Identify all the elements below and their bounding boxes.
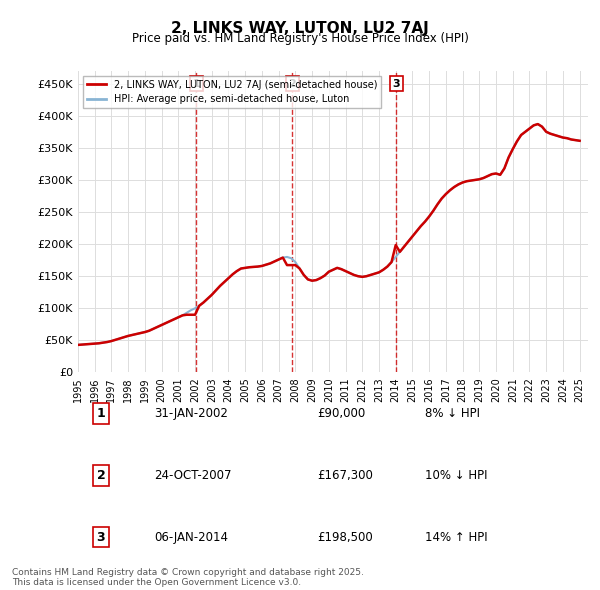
Text: 2, LINKS WAY, LUTON, LU2 7AJ: 2, LINKS WAY, LUTON, LU2 7AJ	[171, 21, 429, 35]
Text: 3: 3	[392, 78, 400, 88]
Text: 1: 1	[193, 78, 200, 88]
Text: £198,500: £198,500	[318, 530, 373, 543]
Text: £90,000: £90,000	[318, 407, 366, 420]
Text: Contains HM Land Registry data © Crown copyright and database right 2025.
This d: Contains HM Land Registry data © Crown c…	[12, 568, 364, 587]
Text: 24-OCT-2007: 24-OCT-2007	[155, 469, 232, 482]
Text: 8% ↓ HPI: 8% ↓ HPI	[425, 407, 480, 420]
Text: 2: 2	[289, 78, 296, 88]
Text: 1: 1	[97, 407, 106, 420]
Text: 2: 2	[97, 469, 106, 482]
Text: 10% ↓ HPI: 10% ↓ HPI	[425, 469, 487, 482]
Legend: 2, LINKS WAY, LUTON, LU2 7AJ (semi-detached house), HPI: Average price, semi-det: 2, LINKS WAY, LUTON, LU2 7AJ (semi-detac…	[83, 76, 382, 109]
Text: 31-JAN-2002: 31-JAN-2002	[155, 407, 229, 420]
Text: Price paid vs. HM Land Registry's House Price Index (HPI): Price paid vs. HM Land Registry's House …	[131, 32, 469, 45]
Text: £167,300: £167,300	[318, 469, 374, 482]
Text: 3: 3	[97, 530, 105, 543]
Text: 14% ↑ HPI: 14% ↑ HPI	[425, 530, 487, 543]
Text: 06-JAN-2014: 06-JAN-2014	[155, 530, 229, 543]
